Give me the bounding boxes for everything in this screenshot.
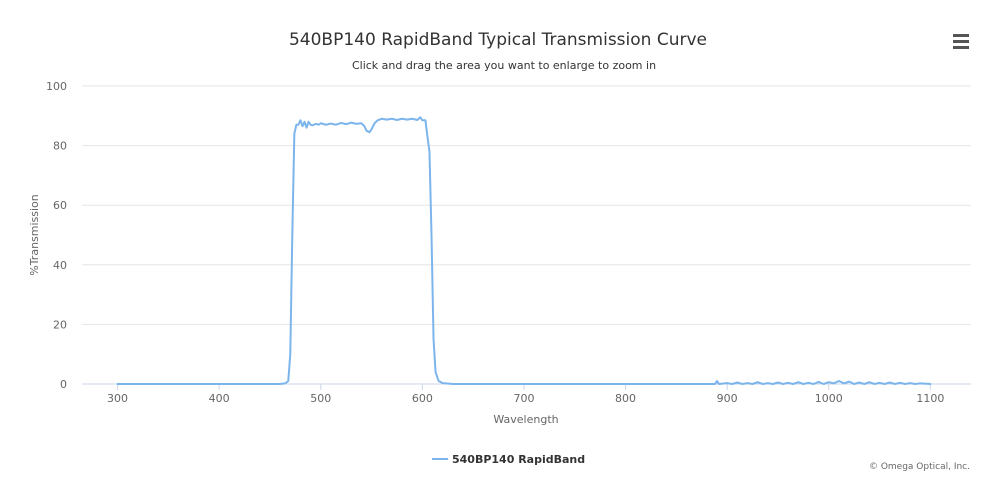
x-tick-label-700: 700 bbox=[513, 392, 534, 405]
x-tick-label-300: 300 bbox=[107, 392, 128, 405]
hamburger-menu-icon bbox=[953, 33, 969, 37]
hamburger-menu-icon-bar bbox=[953, 45, 969, 49]
chart-subtitle: Click and drag the area you want to enla… bbox=[352, 59, 656, 72]
y-tick-label-0: 0 bbox=[60, 378, 67, 391]
y-tick-label-20: 20 bbox=[53, 318, 67, 331]
chart-menu-button[interactable] bbox=[946, 27, 976, 55]
legend-item-label[interactable]: 540BP140 RapidBand bbox=[452, 453, 585, 466]
y-tick-label-60: 60 bbox=[53, 199, 67, 212]
hamburger-menu-icon-bar bbox=[953, 39, 969, 43]
y-axis-title: %Transmission bbox=[28, 194, 41, 276]
chart-title: 540BP140 RapidBand Typical Transmission … bbox=[289, 30, 707, 50]
grid-lines bbox=[82, 85, 971, 325]
x-tick-label-400: 400 bbox=[209, 392, 230, 405]
x-tick-label-1100: 1100 bbox=[916, 392, 944, 405]
x-tick-label-1000: 1000 bbox=[815, 392, 843, 405]
x-tick-label-800: 800 bbox=[615, 392, 636, 405]
x-axis-ticks: 300 400 500 600 700 800 900 1000 1100 bbox=[107, 384, 944, 405]
legend[interactable]: 540BP140 RapidBand bbox=[432, 453, 585, 466]
x-tick-label-500: 500 bbox=[310, 392, 331, 405]
series-line-0[interactable] bbox=[116, 116, 932, 385]
series-layer[interactable] bbox=[116, 116, 932, 385]
x-axis-title: Wavelength bbox=[493, 413, 558, 426]
y-tick-label-40: 40 bbox=[53, 259, 67, 272]
x-tick-label-900: 900 bbox=[717, 392, 738, 405]
y-axis-tick-labels: 0 20 40 60 80 100 bbox=[46, 80, 67, 391]
credits-link[interactable]: © Omega Optical, Inc. bbox=[868, 462, 970, 472]
x-tick-label-600: 600 bbox=[412, 392, 433, 405]
y-tick-label-80: 80 bbox=[53, 140, 67, 153]
y-tick-label-100: 100 bbox=[46, 80, 67, 93]
